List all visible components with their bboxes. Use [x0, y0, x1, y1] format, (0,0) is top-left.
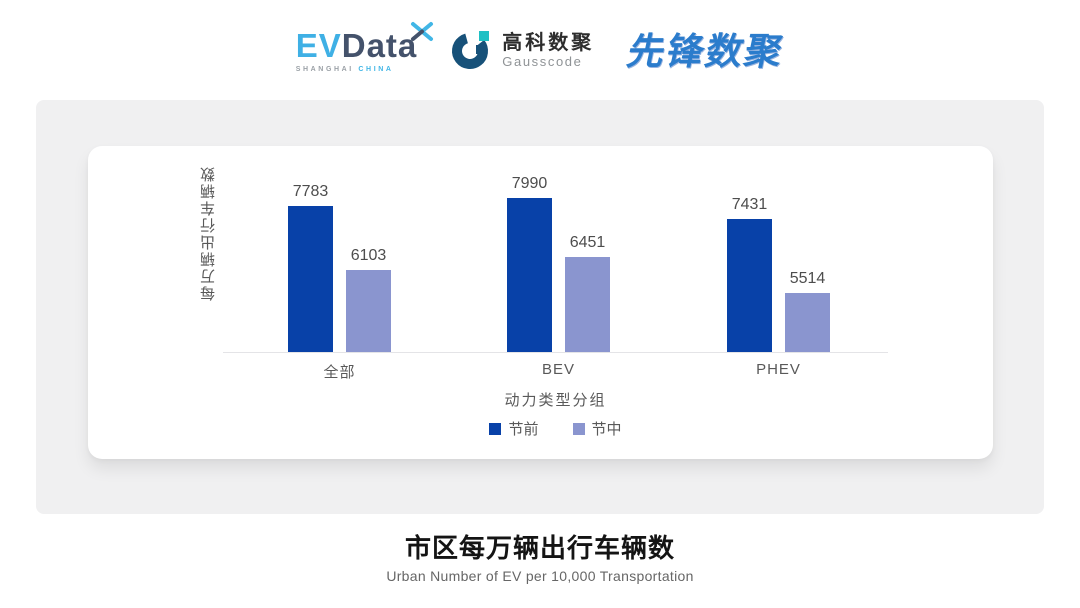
evdata-subtitle: SHANGHAI CHINA	[296, 66, 418, 73]
chart-card: 每万辆出行车辆数 7783 6103 7990 6451 7431 5514 动力类型分组…	[88, 146, 993, 459]
category-label-全部: 全部	[323, 364, 356, 381]
gausscode-cn-name: 高科数聚	[502, 32, 595, 55]
legend-item-节中: 节中	[572, 418, 622, 439]
bar-节中-PHEV	[785, 293, 830, 352]
evdata-wordmark: EVData	[296, 29, 418, 62]
chart-subtitle: Urban Number of EV per 10,000 Transporta…	[386, 568, 694, 584]
legend-item-节前: 节前	[489, 418, 539, 439]
bar-column: 6451	[565, 234, 610, 352]
legend-swatch	[572, 422, 585, 435]
bar-节中-全部	[346, 270, 391, 352]
gausscode-text: 高科数聚 Gausscode	[502, 32, 594, 70]
bar-节中-BEV	[565, 257, 610, 352]
evdata-subtitle-china: CHINA	[358, 66, 394, 73]
legend-label: 节中	[591, 421, 622, 438]
pioneer-data-logo: 先锋数聚	[623, 30, 789, 72]
gausscode-g-icon	[451, 28, 493, 75]
bar-节前-BEV	[507, 198, 552, 352]
header-logo-bar: EVData SHANGHAI CHINA	[0, 6, 1080, 96]
bar-节前-PHEV	[727, 219, 772, 352]
bar-group-PHEV: 7431 5514	[727, 146, 830, 352]
evdata-logo: EVData SHANGHAI CHINA	[296, 22, 434, 73]
category-label-BEV: BEV	[541, 361, 575, 378]
bar-value-label: 7783	[292, 183, 329, 200]
evdata-ev-text: EV	[295, 27, 342, 64]
evdata-star-icon	[409, 21, 435, 48]
bar-column: 6103	[346, 247, 391, 352]
bar-value-label: 6451	[569, 234, 606, 251]
gausscode-en-name: Gausscode	[502, 54, 583, 70]
x-axis-label: 动力类型分组	[504, 392, 607, 409]
bar-value-label: 7431	[731, 196, 768, 213]
bar-节前-全部	[288, 206, 333, 352]
bar-group-BEV: 7990 6451	[507, 146, 610, 352]
chart-title: 市区每万辆出行车辆数	[404, 533, 675, 563]
chart-panel: 每万辆出行车辆数 7783 6103 7990 6451 7431 5514 动力类型分组…	[36, 100, 1044, 514]
category-label-PHEV: PHEV	[756, 361, 801, 378]
plot-area: 7783 6103 7990 6451 7431 5514	[223, 146, 888, 353]
chart-legend: 节前 节中	[223, 418, 888, 439]
y-axis-label: 每万辆出行车辆数	[200, 165, 217, 301]
gausscode-logo: 高科数聚 Gausscode	[451, 28, 594, 75]
bar-column: 7783	[288, 183, 333, 352]
bar-column: 7431	[727, 196, 772, 352]
bar-group-全部: 7783 6103	[288, 146, 391, 352]
bar-value-label: 6103	[350, 247, 387, 264]
evdata-subtitle-shanghai: SHANGHAI	[295, 66, 354, 73]
legend-label: 节前	[508, 421, 539, 438]
evdata-data-text: Data	[341, 27, 418, 64]
bar-value-label: 5514	[789, 270, 826, 287]
legend-swatch	[489, 422, 502, 435]
bar-value-label: 7990	[511, 175, 548, 192]
bar-column: 5514	[785, 270, 830, 352]
bar-column: 7990	[507, 175, 552, 352]
